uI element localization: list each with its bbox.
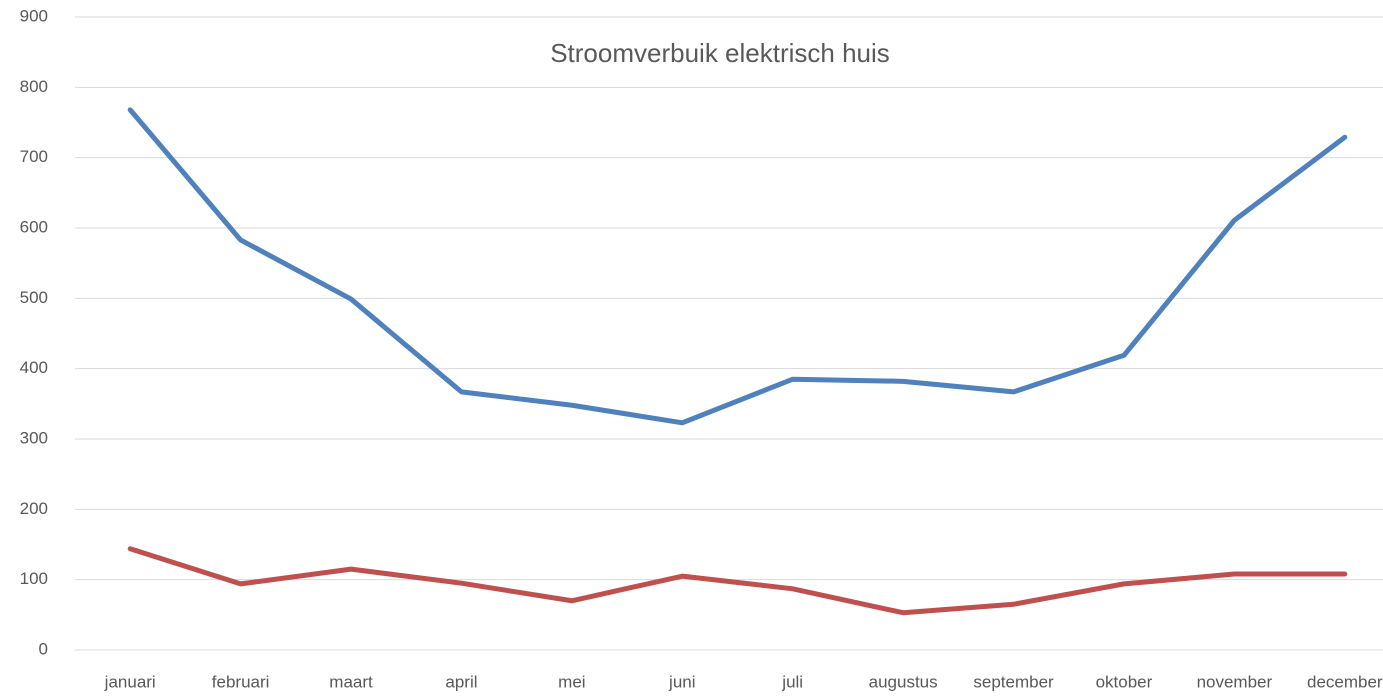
x-tick-label: november [1197, 672, 1273, 691]
x-tick-label: juli [781, 672, 803, 691]
line-series [127, 546, 1348, 616]
x-tick-label: februari [212, 672, 270, 691]
y-tick-label: 800 [20, 77, 48, 96]
y-tick-label: 600 [20, 217, 48, 236]
x-tick-label: oktober [1096, 672, 1153, 691]
x-tick-label: december [1307, 672, 1383, 691]
y-tick-label: 200 [20, 499, 48, 518]
line-series [127, 107, 1348, 426]
x-tick-label: augustus [869, 672, 938, 691]
x-tick-label: september [973, 672, 1054, 691]
x-tick-label: maart [329, 672, 373, 691]
y-tick-label: 500 [20, 288, 48, 307]
y-tick-label: 400 [20, 358, 48, 377]
y-tick-label: 100 [20, 569, 48, 588]
y-tick-label: 0 [39, 639, 48, 658]
chart-title: Stroomverbuik elektrisch huis [550, 38, 890, 68]
x-tick-label: januari [104, 672, 156, 691]
x-tick-label: april [445, 672, 477, 691]
y-tick-label: 300 [20, 428, 48, 447]
y-tick-label: 900 [20, 6, 48, 25]
x-tick-label: mei [558, 672, 585, 691]
x-tick-label: juni [668, 672, 695, 691]
y-tick-label: 700 [20, 147, 48, 166]
